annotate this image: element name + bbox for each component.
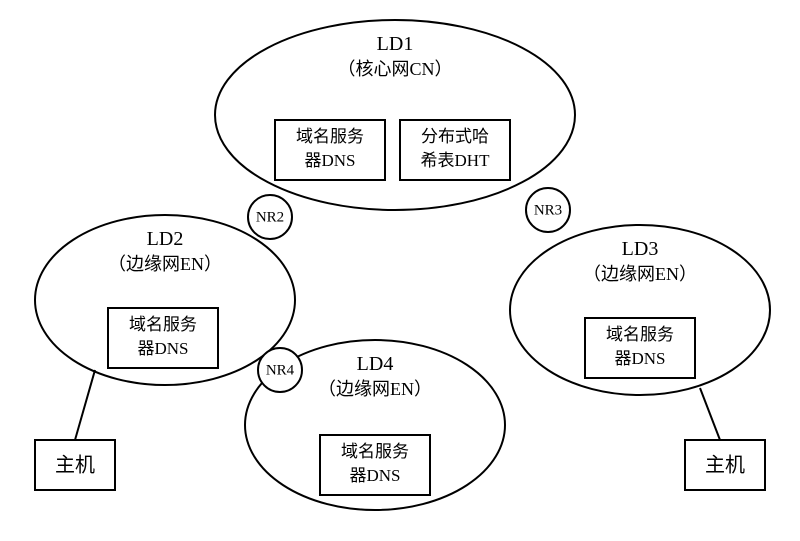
ld2-subtitle: （边缘网EN）	[108, 254, 222, 274]
ld3-subtitle: （边缘网EN）	[583, 264, 697, 284]
ld2-box-0-line-1: 器DNS	[137, 339, 188, 358]
nr2-label: NR2	[256, 209, 284, 225]
ld3-title: LD3	[622, 238, 659, 260]
ld2-title: LD2	[147, 228, 184, 250]
h1-host-label: 主机	[55, 454, 95, 477]
ld4-box-0-line-1: 器DNS	[349, 466, 400, 485]
ld1-box-1-line-0: 分布式哈	[421, 127, 489, 146]
ld3-box-0-line-1: 器DNS	[614, 349, 665, 368]
link-0	[75, 370, 95, 440]
ld4-subtitle: （边缘网EN）	[318, 379, 432, 399]
nr4-label: NR4	[266, 362, 295, 378]
ld1-box-1-line-1: 希表DHT	[421, 151, 491, 170]
ld4-box-0-line-0: 域名服务	[341, 442, 409, 461]
ld1-subtitle: （核心网CN）	[337, 59, 452, 79]
ld1-box-0-line-1: 器DNS	[304, 151, 355, 170]
nr3-label: NR3	[534, 202, 562, 218]
ld3-box-0-line-0: 域名服务	[606, 325, 674, 344]
h2-host-label: 主机	[705, 454, 745, 477]
link-1	[700, 388, 720, 440]
ld4-title: LD4	[357, 353, 394, 375]
ld1-box-0-line-0: 域名服务	[296, 127, 364, 146]
network-diagram: LD1（核心网CN）域名服务器DNS分布式哈希表DHTLD2（边缘网EN）域名服…	[0, 0, 800, 541]
ld1-title: LD1	[377, 33, 414, 55]
ld2-box-0-line-0: 域名服务	[129, 315, 197, 334]
